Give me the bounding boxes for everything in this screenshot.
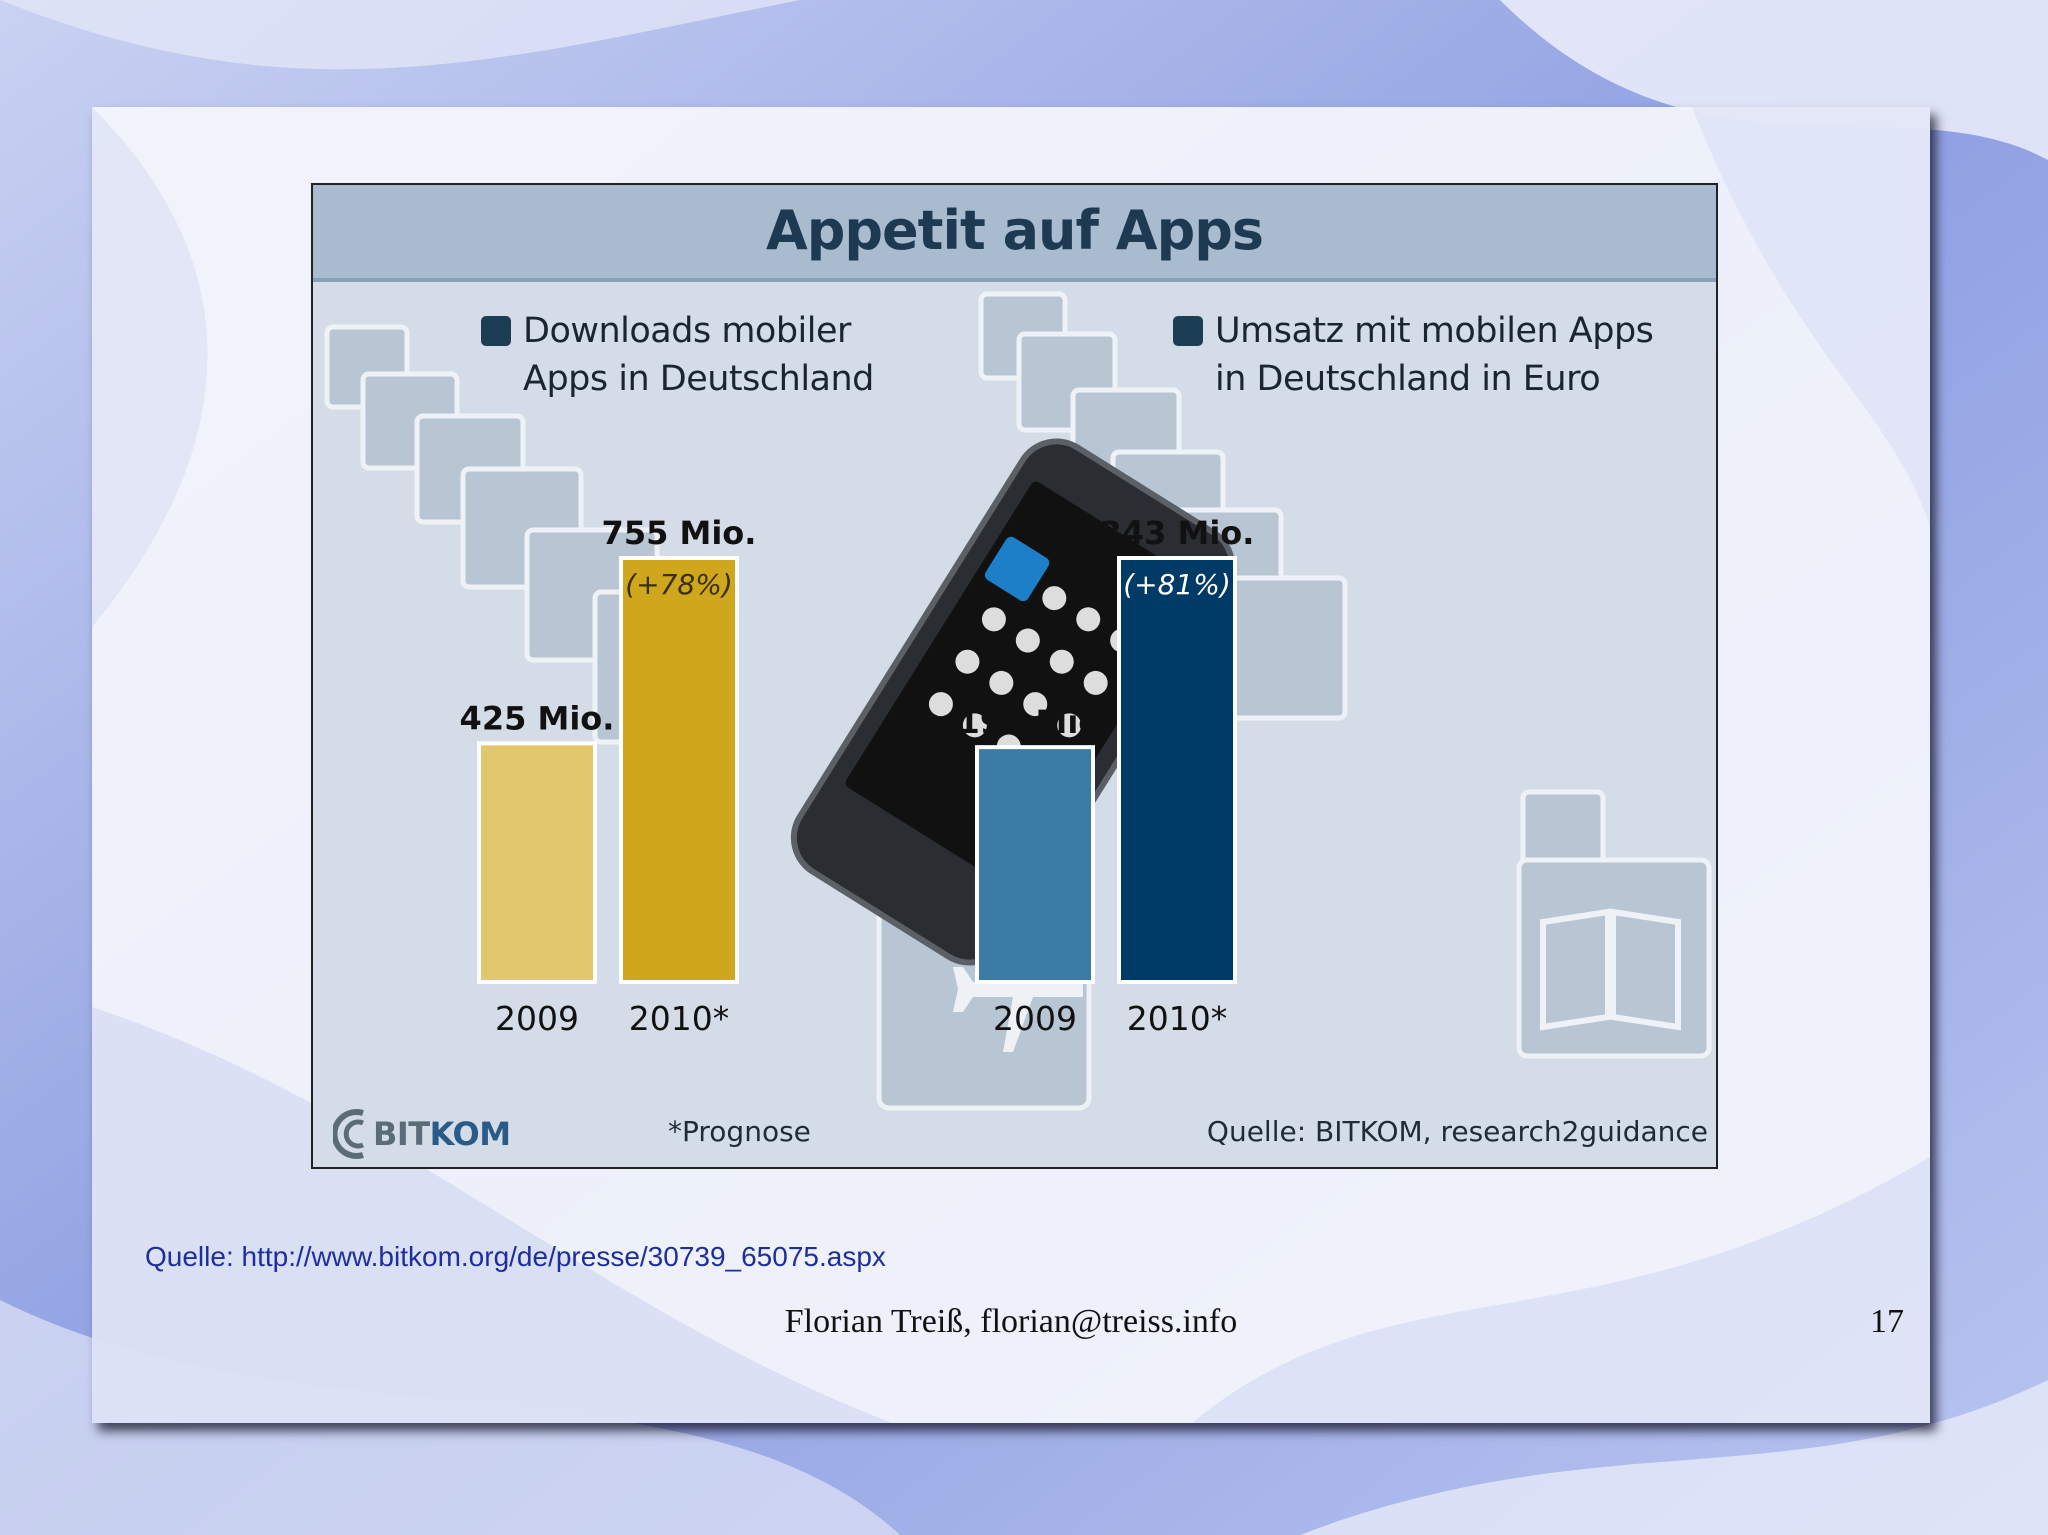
bar-revenue-2010 bbox=[1117, 556, 1237, 984]
bar-revenue-2009 bbox=[975, 745, 1095, 984]
legend-right: Umsatz mit mobilen Apps in Deutschland i… bbox=[1173, 307, 1654, 403]
airplane-icon bbox=[953, 932, 1083, 1052]
bitkom-logo-text: BITKOM bbox=[373, 1115, 511, 1153]
category-label: 2010* bbox=[629, 999, 729, 1038]
value-label: 755 Mio. bbox=[602, 514, 757, 552]
slide: Appetit auf Apps bbox=[92, 107, 1930, 1423]
footnote: *Prognose bbox=[668, 1115, 811, 1148]
book-icon bbox=[1540, 908, 1681, 1031]
category-label: 2009 bbox=[495, 999, 579, 1038]
value-label: 343 Mio. bbox=[1100, 514, 1255, 552]
chart-title: Appetit auf Apps bbox=[765, 199, 1264, 262]
legend-left: Downloads mobiler Apps in Deutschland bbox=[481, 307, 874, 403]
logo-kom: KOM bbox=[429, 1115, 511, 1153]
chart-source: Quelle: BITKOM, research2guidance bbox=[1206, 1115, 1708, 1148]
value-label: 425 Mio. bbox=[460, 699, 615, 737]
infographic: Appetit auf Apps bbox=[311, 183, 1718, 1169]
change-label: (+81%) bbox=[1123, 568, 1231, 601]
logo-bit: BIT bbox=[373, 1115, 430, 1153]
change-label: (+78%) bbox=[625, 568, 733, 601]
category-label: 2010* bbox=[1127, 999, 1227, 1038]
legend-left-line2: Apps in Deutschland bbox=[523, 359, 874, 399]
source-link[interactable]: Quelle: http://www.bitkom.org/de/presse/… bbox=[145, 1241, 886, 1272]
legend-right-line2: in Deutschland in Euro bbox=[1215, 359, 1601, 399]
infographic-header: Appetit auf Apps bbox=[313, 185, 1716, 282]
bitkom-logo: BITKOM bbox=[331, 1107, 511, 1161]
bar-downloads-2010 bbox=[619, 556, 739, 984]
page-number: 17 bbox=[1870, 1303, 1904, 1340]
legend-swatch-downloads bbox=[481, 316, 511, 346]
bitkom-logo-icon bbox=[331, 1109, 364, 1159]
slide-decoration bbox=[92, 107, 1930, 1423]
bar-group: 425 Mio. 2009 755 Mio. (+78%) 2010* 190 Mio. 2… bbox=[460, 514, 1255, 1038]
legend-right-line1: Umsatz mit mobilen Apps bbox=[1215, 311, 1654, 351]
category-label: 2009 bbox=[993, 999, 1077, 1038]
value-label: 190 Mio. bbox=[958, 703, 1113, 741]
bar-downloads-2009 bbox=[477, 741, 597, 984]
legend-swatch-revenue bbox=[1173, 316, 1203, 346]
legend-left-line1: Downloads mobiler bbox=[523, 311, 851, 351]
author-footer: Florian Treiß, florian@treiss.info bbox=[784, 1303, 1238, 1340]
chart-area: 425 Mio. 2009 755 Mio. (+78%) 2010* 190 Mio. 2… bbox=[324, 291, 1712, 1111]
